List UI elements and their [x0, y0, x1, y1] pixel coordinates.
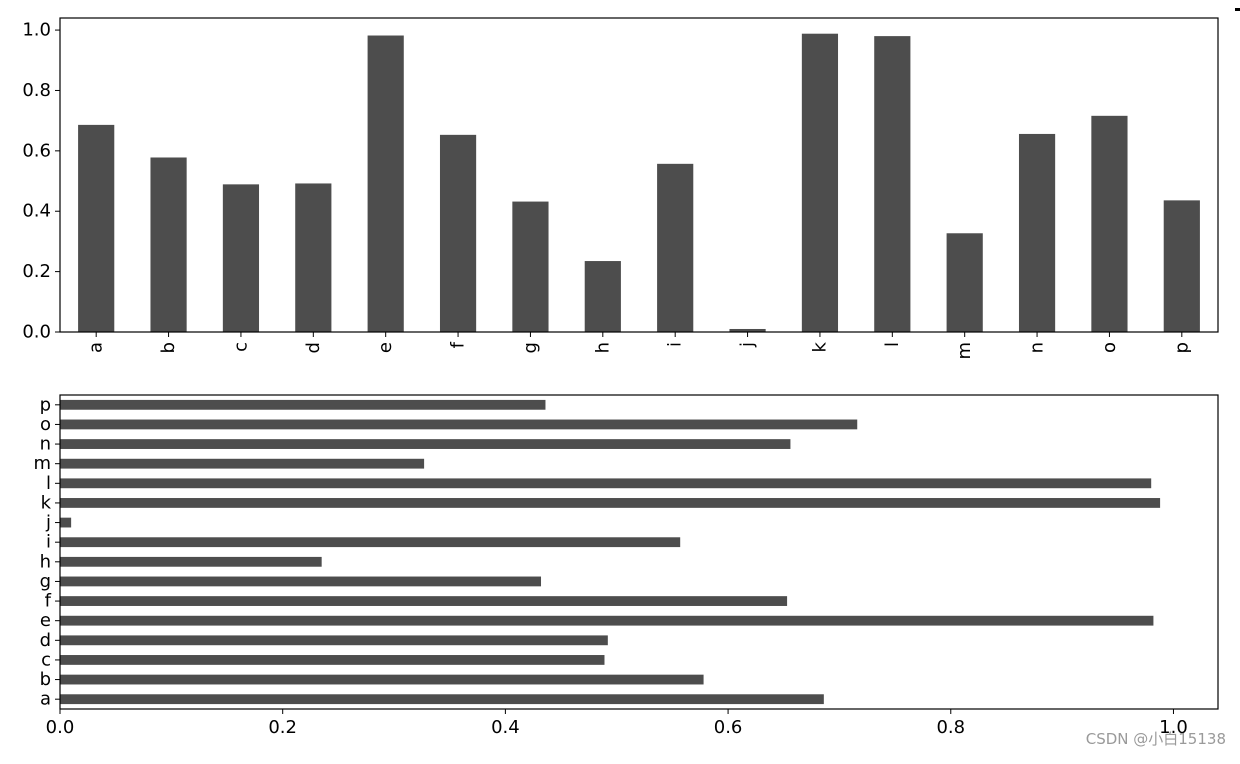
vertical-bar-chart: a b c d e f g h i j k l m n o p 0.0 0.2 0.4 0.6 0.8 1.0: [22, 17, 1219, 360]
bar-g: [512, 201, 549, 332]
y-tick-label-0.0: 0.0: [22, 322, 51, 343]
watermark: CSDN @小白15138: [1085, 730, 1226, 748]
y-tick-label-p: p: [40, 394, 51, 415]
x-tick-label-0.8: 0.8: [936, 717, 965, 738]
x-tick-label-f: f: [448, 341, 469, 348]
x-tick-label-e: e: [375, 342, 396, 353]
bar-e: [367, 35, 404, 333]
x-tick-label-m: m: [954, 342, 975, 360]
bar-m: [946, 233, 983, 332]
y-tick-label-0.6: 0.6: [22, 140, 51, 161]
y-tick-label-e: e: [40, 610, 51, 631]
y-tick-label-1.0: 1.0: [22, 20, 51, 41]
plot-frame: [59, 17, 1219, 333]
x-tick-label-a: a: [86, 342, 107, 353]
y-tick-label-l: l: [46, 473, 51, 494]
hbar-a: [60, 694, 824, 705]
x-tick-label-o: o: [1099, 342, 1120, 353]
bar-i: [657, 163, 694, 332]
hbar-d: [60, 635, 608, 646]
bar-k: [801, 33, 839, 332]
x-tick-label-d: d: [303, 342, 324, 353]
x-tick-label-0.2: 0.2: [268, 717, 297, 738]
y-tick-label-j: j: [45, 512, 51, 533]
bar-j: [729, 328, 766, 332]
hbar-g: [60, 576, 542, 587]
bar-l: [874, 36, 911, 332]
bar-o: [1091, 115, 1128, 332]
bar-f: [439, 134, 477, 332]
y-tick-label-d: d: [40, 630, 51, 651]
hbar-m: [60, 458, 425, 469]
corner-mark: [1235, 8, 1240, 11]
x-tick-label-0.6: 0.6: [714, 717, 743, 738]
y-tick-label-k: k: [41, 492, 52, 513]
hbar-k: [60, 498, 1161, 508]
x-tick-label-k: k: [809, 341, 830, 352]
hbar-c: [60, 655, 605, 665]
x-tick-label-i: i: [665, 342, 686, 347]
y-tick-label-g: g: [40, 571, 51, 592]
bar-b: [150, 157, 187, 332]
y-tick-label-i: i: [46, 532, 51, 553]
bar-h: [584, 261, 621, 332]
y-tick-label-o: o: [40, 414, 51, 435]
bar-p: [1163, 200, 1200, 332]
hbar-n: [60, 439, 791, 449]
y-tick-label-a: a: [40, 689, 51, 710]
x-tick-label-p: p: [1171, 342, 1192, 353]
x-tick-label-1.0: 1.0: [1159, 717, 1188, 738]
x-tick-label-j: j: [737, 342, 758, 348]
hbar-f: [60, 596, 788, 606]
y-tick-label-0.4: 0.4: [22, 201, 51, 222]
hbar-j: [60, 517, 72, 528]
x-tick-label-h: h: [592, 342, 613, 353]
y-tick-label-f: f: [45, 591, 52, 612]
x-tick-label-0.4: 0.4: [491, 717, 520, 738]
bar-d: [295, 183, 332, 332]
hbar-l: [60, 478, 1152, 489]
x-tick-label-0.0: 0.0: [46, 717, 75, 738]
y-tick-label-c: c: [41, 649, 51, 670]
y-tick-label-0.2: 0.2: [22, 261, 51, 282]
x-tick-label-c: c: [230, 342, 251, 352]
hbar-e: [60, 615, 1154, 626]
hbar-o: [60, 419, 858, 430]
bar-n: [1018, 133, 1056, 332]
x-tick-label-b: b: [158, 342, 179, 353]
bar-c: [222, 184, 260, 332]
hbar-b: [60, 674, 704, 685]
y-tick-label-n: n: [40, 434, 51, 455]
hbar-i: [60, 537, 681, 548]
hbar-p: [60, 399, 546, 410]
bar-a: [78, 124, 115, 332]
x-tick-label-l: l: [882, 342, 903, 347]
y-tick-label-h: h: [40, 551, 51, 572]
x-tick-label-n: n: [1027, 342, 1048, 353]
plot-frame: [59, 394, 1219, 710]
y-tick-label-0.8: 0.8: [22, 80, 51, 101]
y-tick-label-m: m: [33, 453, 51, 474]
hbar-h: [60, 556, 322, 567]
x-tick-label-g: g: [520, 342, 541, 353]
y-tick-label-b: b: [40, 669, 51, 690]
